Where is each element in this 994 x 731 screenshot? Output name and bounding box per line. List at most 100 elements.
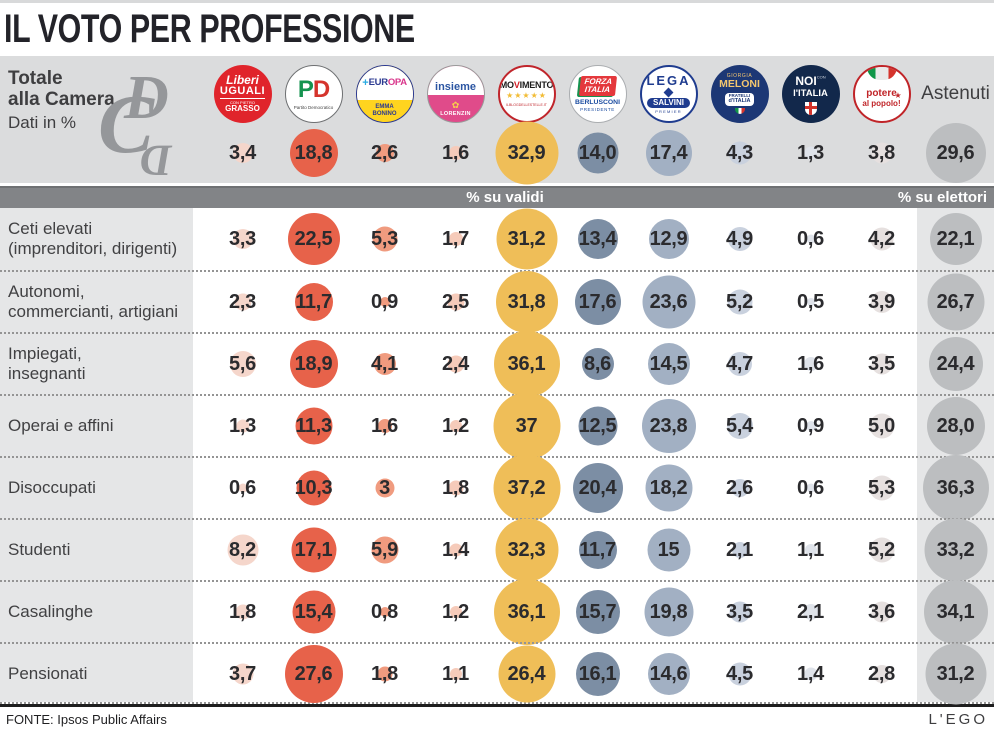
value-bubble <box>804 544 817 556</box>
value-cell: 15 <box>633 520 704 580</box>
value-bubble <box>803 357 818 371</box>
noi-con-l-italia-logo: NOICON l'ITALIA <box>781 65 840 123</box>
footer: FONTE: Ipsos Public Affairs L'EGO <box>0 707 994 731</box>
table-row: Impiegati, insegnanti 5,6 18,9 4,1 2,4 36,1 8,6… <box>0 331 994 397</box>
value-bubble <box>729 601 750 623</box>
logo-text: ILBLOGDELLESTELLE.IT <box>506 102 547 107</box>
value-bubble <box>806 483 815 493</box>
value-text: 3,3 <box>229 227 256 250</box>
header-intro-text: Totale alla Camera Dati in % <box>8 68 207 132</box>
value-bubble <box>647 653 690 695</box>
value-text: 2,6 <box>371 141 398 164</box>
value-cell: 28,0 <box>917 396 994 456</box>
value-bubble <box>493 454 560 522</box>
value-cell: 16,1 <box>562 644 633 704</box>
value-text: 1,4 <box>797 662 824 685</box>
value-bubble <box>379 607 390 617</box>
value-text: 1,3 <box>229 414 256 437</box>
value-text: 2,6 <box>726 476 753 499</box>
value-cell: 5,3 <box>349 208 420 270</box>
value-text: 11,7 <box>295 290 332 313</box>
value-cell: 8,6 <box>562 334 633 394</box>
table-row: Disoccupati 0,6 10,3 3 1,8 37,2 20,4 18,2 2,6 0,6… <box>0 454 994 522</box>
value-bubble <box>495 518 558 582</box>
value-text: 1,8 <box>442 476 469 499</box>
value-text: 18,9 <box>294 352 333 375</box>
value-cell: 1,1 <box>775 520 846 580</box>
value-bubble <box>372 226 397 252</box>
value-text: 2,3 <box>229 290 256 313</box>
table-row: Autonomi, commercianti, artigiani 2,3 11,7 0… <box>0 270 994 333</box>
value-cell: 1,3 <box>207 396 278 456</box>
value-cell: 3,8 <box>846 123 917 183</box>
insieme-logo: insieme ✿ LORENZIN <box>426 65 485 123</box>
value-cell: 37 <box>491 392 562 460</box>
value-cell: 36,3 <box>917 455 994 521</box>
column-header-insieme: insieme ✿ LORENZIN 1,6 <box>420 56 491 183</box>
value-text: 12,9 <box>649 227 688 250</box>
value-cell: 0,6 <box>775 458 846 518</box>
value-bubble <box>377 666 392 682</box>
value-text: 3,5 <box>868 352 895 375</box>
value-cell: 3,6 <box>846 582 917 642</box>
value-cell: 23,8 <box>633 396 704 456</box>
value-cell: 1,2 <box>420 396 491 456</box>
logo-text: FRATELLI d'ITALIA <box>724 92 755 106</box>
footer-divider <box>0 704 994 707</box>
value-cell: 2,5 <box>420 272 491 332</box>
logo-text: insieme <box>427 66 484 96</box>
value-text: 1,1 <box>797 538 824 561</box>
value-bubble <box>232 229 253 249</box>
value-cell: 36,1 <box>491 331 562 397</box>
value-cell: 0,6 <box>207 458 278 518</box>
value-text: 5,2 <box>868 538 895 561</box>
value-bubble <box>870 227 893 251</box>
value-cell: 17,6 <box>562 272 633 332</box>
piu-europa-logo: + EUR OPA EMMA BONINO <box>355 65 414 123</box>
value-text: 4,5 <box>726 662 753 685</box>
value-cell: 1,8 <box>207 582 278 642</box>
value-text: 11,3 <box>295 414 332 437</box>
value-bubble <box>493 579 560 645</box>
red-star-icon: ★ <box>894 91 902 100</box>
logo-text: Liberi <box>226 73 259 88</box>
value-text: 34,1 <box>936 600 975 623</box>
column-header-astenuti: Astenuti 29,6 <box>917 56 994 183</box>
value-bubble <box>498 645 555 703</box>
value-cell: 37,2 <box>491 454 562 522</box>
value-bubble <box>289 340 338 388</box>
value-bubble <box>448 480 463 496</box>
value-text: 5,3 <box>371 227 398 250</box>
intro-line2: alla Camera <box>8 89 115 111</box>
logo-text: GIORGIA <box>726 73 753 80</box>
value-cell: 1,6 <box>775 334 846 394</box>
value-text: 3,7 <box>229 662 256 685</box>
logo-text: EMMA BONINO <box>372 104 397 117</box>
logo-text: BERLUSCONI <box>575 99 620 106</box>
value-cell: 4,1 <box>349 334 420 394</box>
row-label-line1: Operai e affini <box>8 416 114 436</box>
row-label: Pensionati <box>0 644 207 704</box>
value-bubble <box>236 419 249 433</box>
value-bubble <box>642 275 695 329</box>
value-text: 24,4 <box>936 352 975 375</box>
value-cell: 4,7 <box>704 334 775 394</box>
value-cell: 2,6 <box>704 458 775 518</box>
value-text: 27,6 <box>294 662 333 685</box>
header-band: Totale alla Camera Dati in % D C D Liber… <box>0 56 994 185</box>
value-text: 17,4 <box>649 141 688 164</box>
value-cell: 1,2 <box>420 582 491 642</box>
value-cell: 4,5 <box>704 644 775 704</box>
value-bubble <box>496 208 557 270</box>
value-text: 29,6 <box>936 141 975 164</box>
row-label: Casalinghe <box>0 582 207 642</box>
basis-band: % su validi % su elettori <box>0 186 994 208</box>
value-bubble <box>871 142 892 164</box>
value-text: 1,6 <box>797 352 824 375</box>
fratelli-d-italia-logo: GIORGIA MELONI FRATELLI d'ITALIA <box>710 65 769 123</box>
value-cell: 0,9 <box>349 272 420 332</box>
value-bubble <box>578 406 617 446</box>
value-text: 1,1 <box>442 662 469 685</box>
value-bubble <box>644 587 693 637</box>
value-cell: 10,3 <box>278 458 349 518</box>
